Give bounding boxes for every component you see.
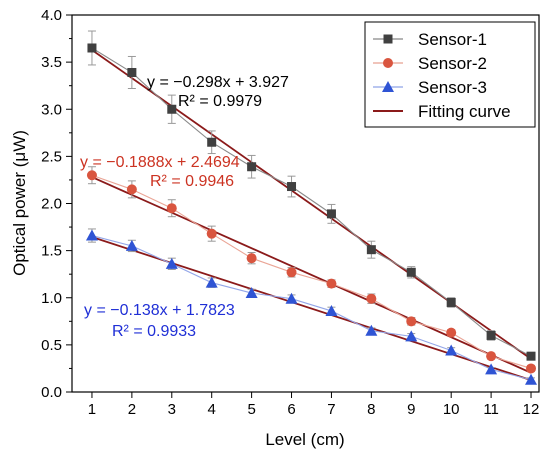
point-sensor-2 bbox=[446, 327, 457, 338]
r2-sensor-2: R² = 0.9946 bbox=[150, 173, 234, 190]
legend: Sensor-1 Sensor-2 Sensor-3 Fitting curve bbox=[364, 21, 536, 128]
legend-marker-sensor-2 bbox=[383, 58, 393, 68]
y-tick-label: 3.0 bbox=[41, 101, 62, 118]
data-line-sensor-2 bbox=[91, 174, 532, 369]
point-sensor-2 bbox=[526, 363, 537, 374]
equation-sensor-1: y = −0.298x + 3.927 bbox=[147, 74, 289, 91]
legend-label-sensor-2: Sensor-2 bbox=[418, 54, 487, 73]
legend-label-sensor-3: Sensor-3 bbox=[418, 78, 487, 97]
x-tick-label: 1 bbox=[88, 401, 96, 418]
point-sensor-1 bbox=[127, 67, 137, 77]
point-sensor-1 bbox=[366, 245, 376, 255]
x-tick-label: 8 bbox=[367, 401, 375, 418]
legend-entry-sensor-3: Sensor-3 bbox=[373, 78, 487, 97]
x-tick-label: 2 bbox=[128, 401, 136, 418]
y-axis-ticks: 0.0 0.5 1.0 1.5 2.0 2.5 3.0 3.5 4.0 bbox=[41, 7, 72, 401]
legend-entry-fitting-curve: Fitting curve bbox=[373, 102, 511, 121]
point-sensor-3 bbox=[165, 257, 178, 269]
point-sensor-3 bbox=[245, 287, 258, 299]
point-sensor-2 bbox=[286, 267, 297, 278]
point-sensor-3 bbox=[365, 324, 378, 336]
point-sensor-1 bbox=[406, 267, 416, 277]
x-tick-label: 11 bbox=[483, 401, 499, 418]
equation-sensor-2: y = −0.1888x + 2.4694 bbox=[80, 154, 240, 171]
fit-line-sensor-2 bbox=[91, 176, 532, 374]
r2-sensor-3: R² = 0.9933 bbox=[112, 323, 196, 340]
data-markers bbox=[85, 43, 538, 385]
point-sensor-1 bbox=[247, 162, 257, 172]
point-sensor-1 bbox=[326, 209, 336, 219]
point-sensor-3 bbox=[285, 292, 298, 304]
point-sensor-1 bbox=[526, 351, 536, 361]
point-sensor-3 bbox=[85, 229, 98, 241]
point-sensor-2 bbox=[366, 293, 377, 304]
point-sensor-3 bbox=[525, 373, 538, 385]
y-tick-label: 2.0 bbox=[41, 196, 62, 213]
legend-entry-sensor-1: Sensor-1 bbox=[373, 30, 487, 49]
point-sensor-1 bbox=[207, 137, 217, 147]
legend-label-fitting-curve: Fitting curve bbox=[418, 102, 511, 121]
x-tick-label: 3 bbox=[168, 401, 176, 418]
x-tick-label: 10 bbox=[443, 401, 460, 418]
y-tick-label: 0.5 bbox=[41, 337, 62, 354]
point-sensor-2 bbox=[166, 203, 177, 214]
y-tick-label: 4.0 bbox=[41, 7, 62, 24]
legend-marker-sensor-3 bbox=[382, 81, 394, 92]
y-tick-label: 2.5 bbox=[41, 148, 62, 165]
point-sensor-3 bbox=[485, 363, 498, 375]
equation-sensor-3: y = −0.138x + 1.7823 bbox=[84, 302, 235, 319]
y-tick-label: 1.0 bbox=[41, 290, 62, 307]
point-sensor-3 bbox=[205, 276, 218, 288]
point-sensor-1 bbox=[446, 297, 456, 307]
x-axis-title: Level (cm) bbox=[265, 430, 344, 449]
point-sensor-2 bbox=[486, 351, 497, 362]
y-tick-label: 0.0 bbox=[41, 384, 62, 401]
point-sensor-3 bbox=[125, 239, 138, 251]
r2-sensor-1: R² = 0.9979 bbox=[178, 93, 262, 110]
point-sensor-3 bbox=[325, 304, 338, 316]
x-tick-label: 7 bbox=[327, 401, 335, 418]
x-axis-ticks: 1 2 3 4 5 6 7 8 9 10 11 12 bbox=[88, 392, 540, 418]
point-sensor-2 bbox=[326, 278, 337, 289]
point-sensor-3 bbox=[405, 330, 418, 342]
point-sensor-1 bbox=[87, 43, 97, 53]
y-tick-label: 1.5 bbox=[41, 243, 62, 260]
x-tick-label: 12 bbox=[523, 401, 540, 418]
point-sensor-3 bbox=[445, 344, 458, 356]
y-tick-label: 3.5 bbox=[41, 54, 62, 71]
legend-entry-sensor-2: Sensor-2 bbox=[373, 54, 487, 73]
x-tick-label: 4 bbox=[208, 401, 216, 418]
x-tick-label: 5 bbox=[247, 401, 255, 418]
point-sensor-2 bbox=[206, 228, 217, 239]
point-sensor-2 bbox=[86, 170, 97, 181]
point-sensor-1 bbox=[287, 182, 297, 192]
data-lines bbox=[91, 47, 532, 381]
x-tick-label: 9 bbox=[407, 401, 415, 418]
data-line-sensor-1 bbox=[91, 47, 532, 357]
point-sensor-1 bbox=[167, 104, 177, 114]
point-sensor-2 bbox=[126, 184, 137, 195]
point-sensor-2 bbox=[246, 253, 257, 264]
point-sensor-2 bbox=[406, 316, 417, 327]
legend-marker-sensor-1 bbox=[383, 34, 393, 44]
data-line-sensor-3 bbox=[91, 235, 532, 381]
y-axis-title: Optical power (μW) bbox=[10, 130, 29, 276]
x-tick-label: 6 bbox=[287, 401, 295, 418]
legend-label-sensor-1: Sensor-1 bbox=[418, 30, 487, 49]
point-sensor-1 bbox=[486, 330, 496, 340]
